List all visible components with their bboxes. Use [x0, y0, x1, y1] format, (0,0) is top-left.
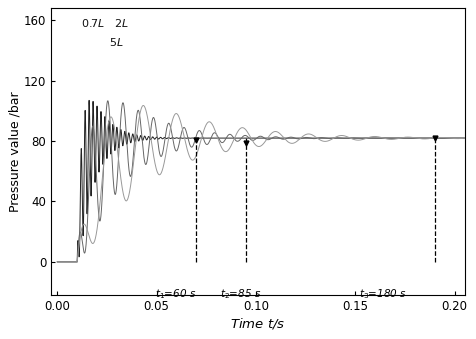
Text: $5L$: $5L$	[109, 36, 123, 47]
Y-axis label: Pressure value /bar: Pressure value /bar	[8, 92, 21, 212]
Text: $0.7L$: $0.7L$	[80, 17, 105, 29]
Text: $t_1$=60 s: $t_1$=60 s	[154, 287, 196, 301]
Text: $t_3$=180 s: $t_3$=180 s	[358, 287, 407, 301]
X-axis label: Time $t$/s: Time $t$/s	[230, 316, 285, 331]
Text: $t_2$=85 s: $t_2$=85 s	[220, 287, 261, 301]
Text: $2L$: $2L$	[114, 17, 128, 29]
